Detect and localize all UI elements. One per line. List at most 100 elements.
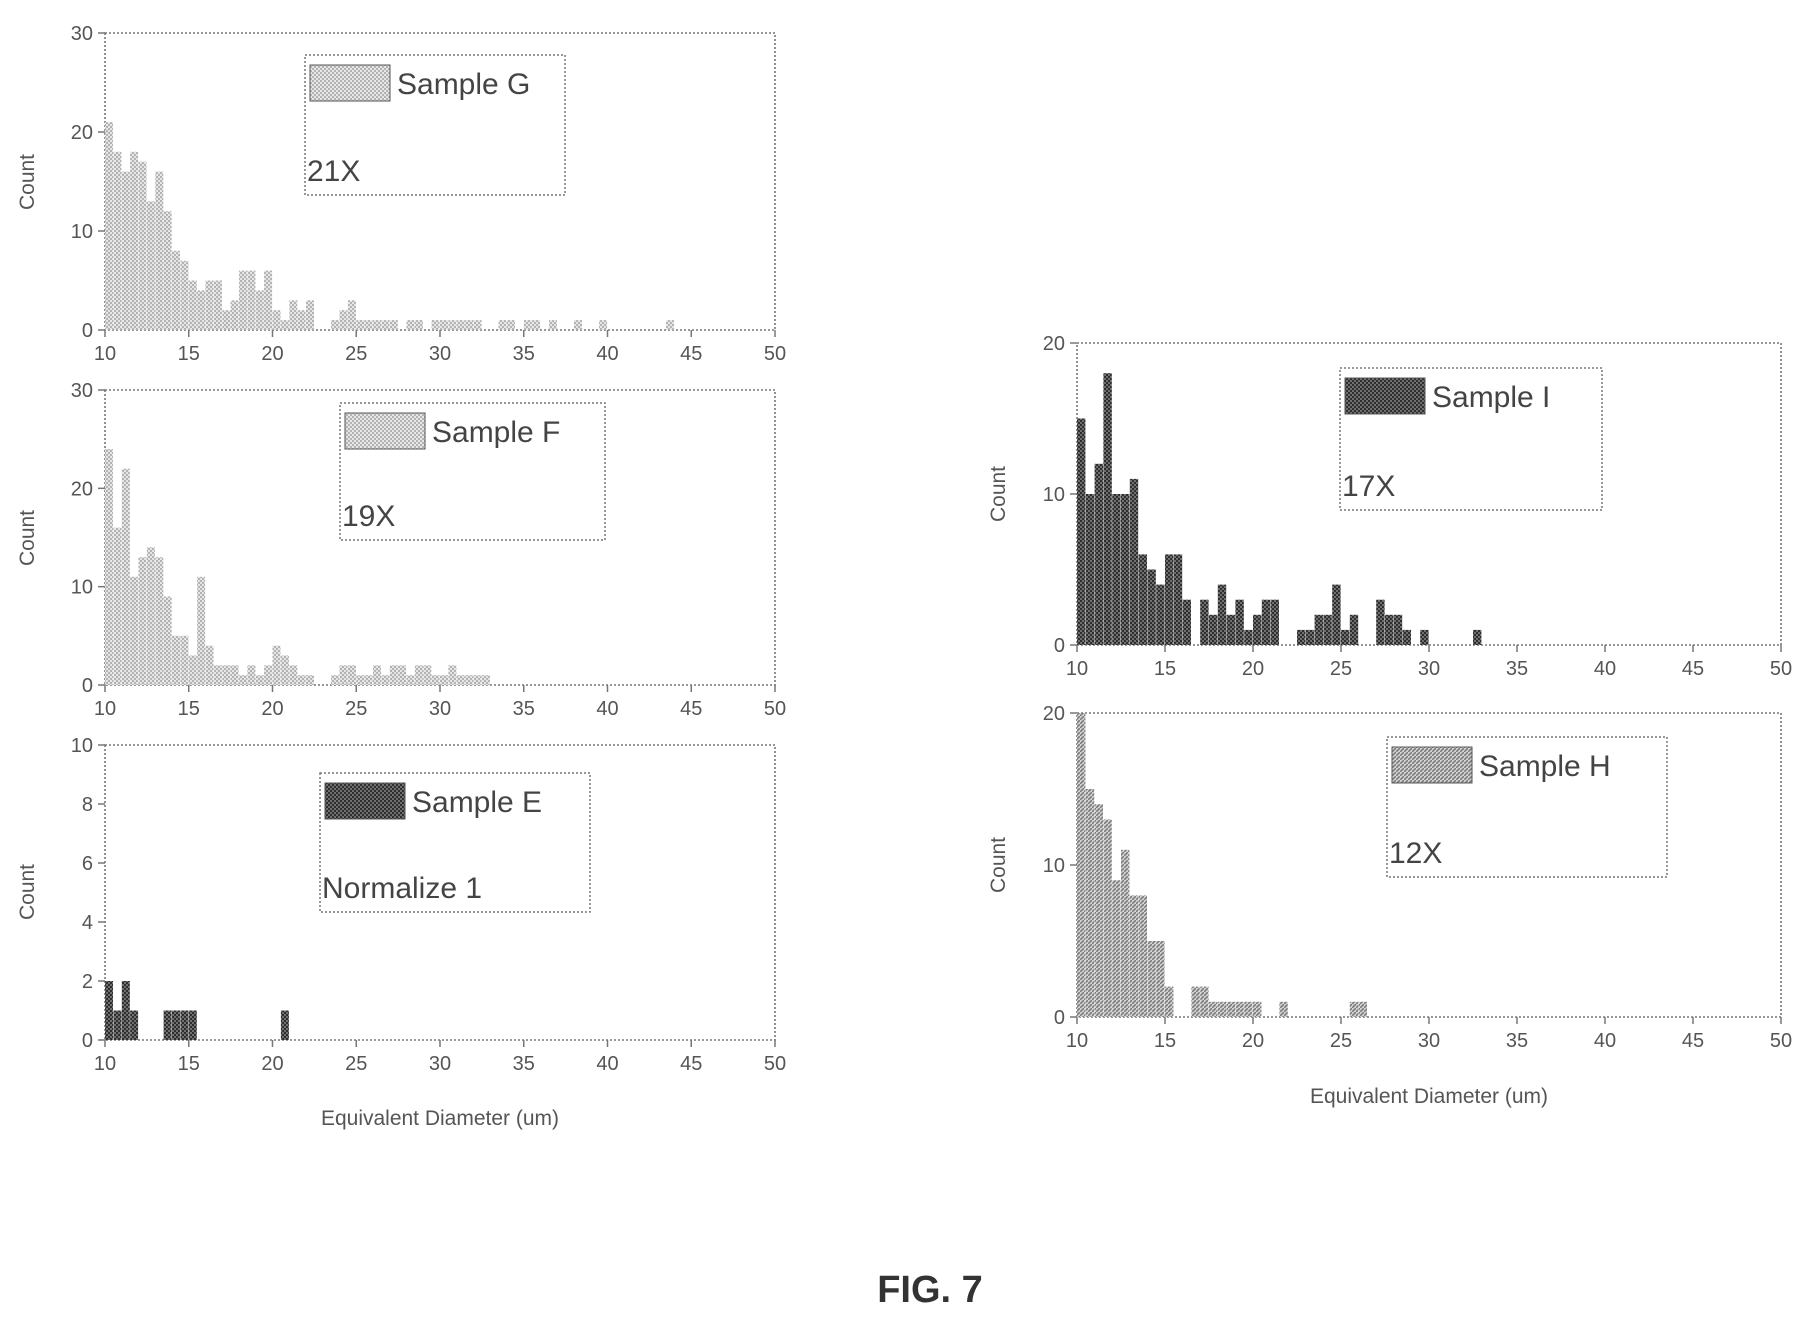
- y-tick-label: 10: [71, 735, 93, 757]
- histogram-bar: [1376, 599, 1385, 645]
- histogram-bar: [356, 320, 365, 330]
- histogram-bar: [666, 320, 675, 330]
- histogram-bar: [481, 675, 490, 685]
- histogram-bar: [1077, 418, 1086, 645]
- histogram-bar: [130, 576, 139, 685]
- histogram-bar: [1165, 554, 1174, 645]
- y-axis-title: Count: [16, 510, 39, 566]
- histogram-bar: [423, 665, 432, 685]
- histogram-bar: [1182, 599, 1191, 645]
- histogram-bar: [230, 665, 239, 685]
- legend-swatch: [324, 782, 406, 820]
- histogram-bar: [105, 122, 113, 330]
- histogram-bar: [172, 250, 180, 330]
- histogram-bar: [507, 320, 515, 330]
- x-tick-label: 10: [94, 1053, 116, 1075]
- x-tick-label: 30: [429, 1053, 451, 1075]
- y-tick-label: 20: [71, 122, 93, 144]
- histogram-bar: [247, 665, 256, 685]
- x-tick-label: 20: [1242, 658, 1264, 680]
- x-tick-label: 15: [178, 1053, 200, 1075]
- legend-note: 19X: [342, 500, 395, 533]
- x-tick-label: 45: [1682, 1030, 1704, 1052]
- histogram-bar: [146, 547, 155, 685]
- histogram-bar: [205, 280, 214, 330]
- histogram-bar: [272, 310, 281, 330]
- legend-swatch: [1391, 746, 1473, 784]
- histogram-bar: [1200, 599, 1209, 645]
- histogram-bar: [1244, 1001, 1253, 1017]
- x-tick-label: 50: [1770, 1030, 1792, 1052]
- histogram-bar: [456, 320, 465, 330]
- histogram-bar: [1156, 584, 1165, 645]
- histogram-bar: [523, 320, 532, 330]
- histogram-bar: [188, 655, 197, 685]
- histogram-bar: [448, 665, 457, 685]
- x-tick-label: 40: [596, 1053, 618, 1075]
- x-tick-label: 45: [1682, 658, 1704, 680]
- histogram-bar: [532, 320, 541, 330]
- histogram-bar: [213, 280, 222, 330]
- legend-label: Sample E: [412, 786, 542, 819]
- y-tick-label: 30: [71, 380, 93, 402]
- x-tick-label: 20: [261, 343, 283, 365]
- histogram-bar: [1420, 629, 1429, 645]
- histogram-bar: [1244, 629, 1253, 645]
- legend: Sample I 17X: [1339, 367, 1603, 511]
- histogram-bar: [339, 310, 348, 330]
- histogram-bar: [1209, 614, 1218, 645]
- histogram-bar: [1147, 941, 1156, 1017]
- histogram-bar: [1341, 629, 1350, 645]
- histogram-bar: [163, 596, 172, 685]
- histogram-bar: [347, 300, 356, 330]
- histogram-bar: [113, 1010, 122, 1040]
- histogram-bar: [465, 320, 474, 330]
- x-tick-label: 25: [345, 343, 367, 365]
- x-axis-title: Equivalent Diameter (um): [321, 1107, 559, 1130]
- histogram-bar: [230, 300, 239, 330]
- histogram-bar: [105, 449, 113, 685]
- histogram-bar: [1235, 1001, 1244, 1017]
- histogram-bar: [155, 557, 164, 685]
- histogram-bar: [1138, 895, 1147, 1017]
- histogram-bar: [1103, 819, 1112, 1017]
- x-tick-label: 25: [345, 698, 367, 720]
- histogram-bar: [1253, 614, 1262, 645]
- histogram-bar: [398, 665, 407, 685]
- histogram-bar: [339, 665, 348, 685]
- histogram-bar: [1121, 849, 1130, 1017]
- histogram-bar: [130, 151, 139, 330]
- histogram-bar: [272, 645, 281, 685]
- histogram-bar: [255, 290, 264, 330]
- y-axis-title: Count: [987, 466, 1010, 522]
- histogram-bar: [1129, 478, 1139, 645]
- histogram-bar: [121, 468, 130, 685]
- histogram-bar: [1094, 804, 1103, 1017]
- y-tick-label: 20: [71, 478, 93, 500]
- histogram-bar: [155, 171, 164, 330]
- histogram-bar: [1217, 1001, 1227, 1017]
- histogram-bar: [306, 300, 314, 330]
- x-tick-label: 10: [1066, 1030, 1088, 1052]
- legend-label: Sample H: [1479, 750, 1611, 783]
- y-tick-label: 20: [1043, 703, 1065, 725]
- x-tick-label: 40: [596, 343, 618, 365]
- legend: Sample H 12X: [1386, 736, 1668, 878]
- legend-label: Sample G: [397, 68, 530, 101]
- x-tick-label: 30: [1418, 1030, 1440, 1052]
- y-tick-label: 10: [71, 577, 93, 599]
- histogram-bar: [280, 1010, 289, 1040]
- x-tick-label: 35: [1506, 1030, 1528, 1052]
- histogram-bar: [280, 655, 289, 685]
- histogram-bar: [406, 320, 415, 330]
- legend-swatch: [344, 412, 426, 450]
- histogram-bar: [138, 161, 147, 330]
- histogram-bar: [280, 320, 289, 330]
- histogram-bar: [105, 981, 113, 1040]
- histogram-bar: [1349, 614, 1359, 645]
- histogram-bar: [1261, 599, 1271, 645]
